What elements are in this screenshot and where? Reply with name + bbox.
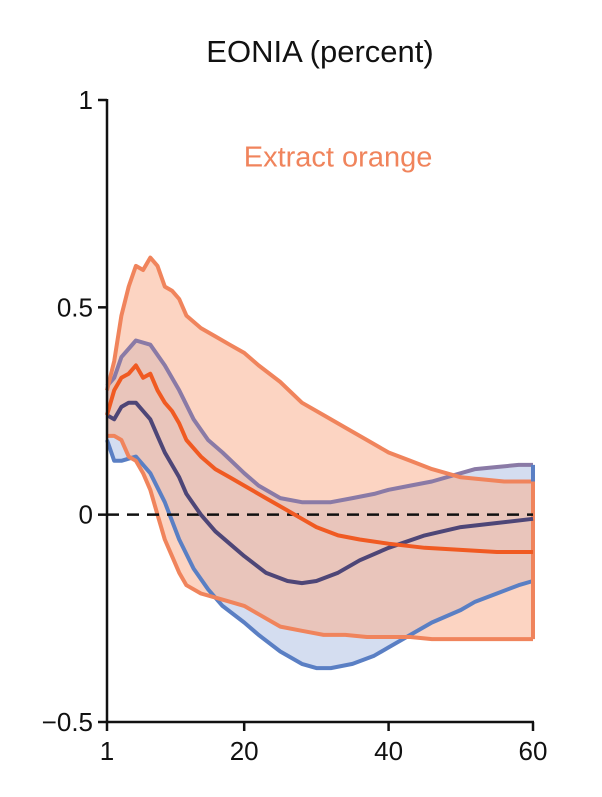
x-tick-label: 40 bbox=[374, 736, 403, 766]
y-tick-label: 0 bbox=[79, 500, 93, 530]
blue-band-lower-edge bbox=[105, 439, 534, 671]
plot-area bbox=[105, 255, 535, 671]
x-tick-label: 1 bbox=[100, 736, 114, 766]
y-tick-label: 1 bbox=[79, 85, 93, 115]
ticks: −0.5 0 0.5 1 1 20 40 60 bbox=[42, 85, 548, 766]
x-tick-label: 20 bbox=[230, 736, 259, 766]
annotation-extract-orange: Extract orange bbox=[244, 141, 433, 173]
orange-median-line bbox=[105, 363, 533, 554]
orange-band-lower-edge bbox=[107, 433, 533, 642]
x-tick-label: 60 bbox=[519, 736, 548, 766]
chart-title: EONIA (percent) bbox=[206, 34, 433, 69]
orange-band-upper-edge bbox=[105, 255, 533, 484]
y-tick-label: 0.5 bbox=[57, 292, 93, 322]
purple-median-line bbox=[105, 400, 534, 586]
orange-band-fill bbox=[107, 257, 533, 640]
axes bbox=[105, 99, 534, 724]
y-tick-label: −0.5 bbox=[42, 707, 93, 737]
